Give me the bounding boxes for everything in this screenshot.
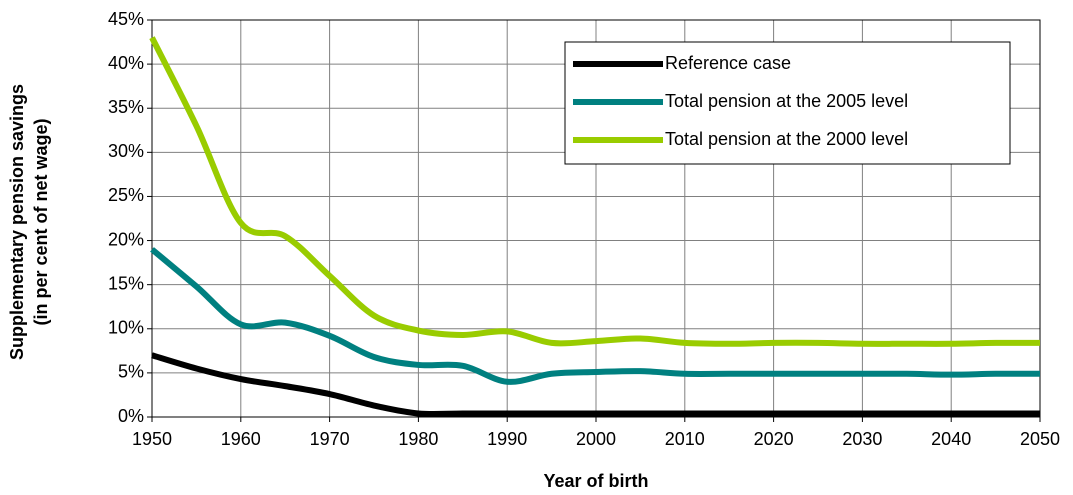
y-axis-label: (in per cent of net wage)	[31, 118, 51, 325]
x-tick-label: 1980	[398, 429, 438, 449]
x-tick-label: 1990	[487, 429, 527, 449]
legend-label: Total pension at the 2005 level	[665, 91, 908, 111]
x-tick-label: 1970	[310, 429, 350, 449]
x-tick-label: 2040	[931, 429, 971, 449]
y-tick-label: 45%	[108, 9, 144, 29]
y-axis-label: Supplementary pension savings	[7, 84, 27, 360]
y-tick-label: 40%	[108, 53, 144, 73]
plot-border	[151, 19, 1041, 418]
y-tick-label: 0%	[118, 406, 144, 426]
x-tick-label: 2020	[754, 429, 794, 449]
x-tick-label: 2050	[1020, 429, 1060, 449]
y-tick-label: 20%	[108, 229, 144, 249]
x-tick-label: 2030	[842, 429, 882, 449]
legend-label: Total pension at the 2000 level	[665, 129, 908, 149]
series-line	[149, 36, 1041, 347]
y-tick-label: 10%	[108, 318, 144, 338]
y-tick-label: 15%	[108, 273, 144, 293]
y-tick-label: 25%	[108, 185, 144, 205]
y-tick-label: 5%	[118, 362, 144, 382]
series-line	[150, 247, 1041, 385]
x-tick-label: 1960	[221, 429, 261, 449]
y-tick-label: 35%	[108, 97, 144, 117]
legend-label: Reference case	[665, 53, 791, 73]
x-tick-label: 2000	[576, 429, 616, 449]
x-tick-label: 2010	[665, 429, 705, 449]
series-line	[151, 352, 1040, 418]
y-tick-label: 30%	[108, 141, 144, 161]
x-tick-label: 1950	[132, 429, 172, 449]
x-axis-label: Year of birth	[543, 471, 648, 491]
